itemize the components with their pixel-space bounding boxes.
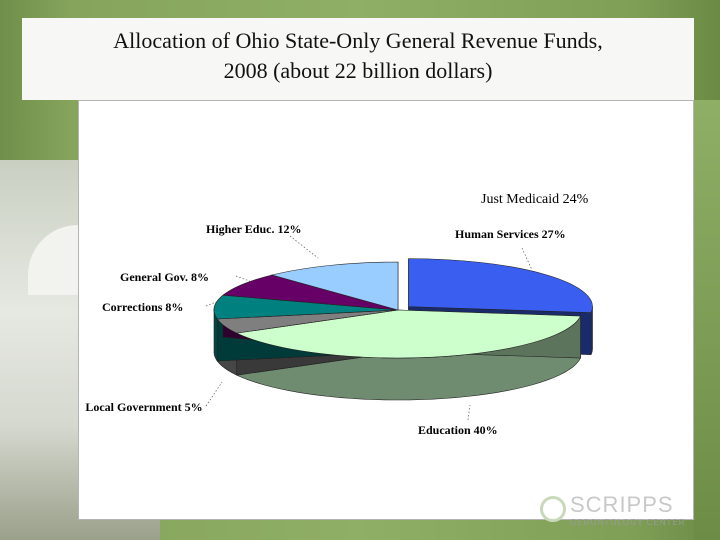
background-strip — [694, 100, 720, 540]
pie-slice-1 — [235, 309, 582, 359]
scripps-logo: SCRIPPS GERONTOLOGY CENTER — [540, 492, 690, 532]
title-panel — [22, 18, 694, 100]
annotation-medicaid: Just Medicaid 24% — [481, 192, 589, 207]
pie-slice-0 — [408, 258, 593, 313]
slide-title: Allocation of Ohio State-Only General Re… — [22, 26, 694, 86]
pie-slice-5 — [270, 261, 399, 311]
slice-label-local-government: Local Government 5% — [85, 400, 203, 414]
leader-line-1 — [467, 404, 471, 421]
leader-line-4 — [235, 275, 253, 283]
pie-slice-4 — [222, 274, 399, 311]
slice-label-general-gov: General Gov. 8% — [120, 270, 209, 284]
title-line-1: Allocation of Ohio State-Only General Re… — [113, 28, 603, 53]
slice-label-education: Education 40% — [418, 423, 498, 437]
leader-line-0 — [521, 247, 533, 271]
slice-label-corrections: Corrections 8% — [102, 300, 184, 314]
slice-label-human-services: Human Services 27% — [455, 227, 566, 241]
logo-subtitle: GERONTOLOGY CENTER — [570, 518, 686, 527]
pie-slice-3 — [213, 294, 399, 320]
slice-label-higher-educ: Higher Educ. 12% — [206, 222, 302, 236]
logo-name: SCRIPPS — [570, 492, 674, 517]
logo-mark-icon — [540, 496, 566, 522]
leader-line-5 — [289, 235, 319, 259]
leader-line-2 — [205, 381, 223, 407]
title-line-2: 2008 (about 22 billion dollars) — [223, 58, 493, 83]
